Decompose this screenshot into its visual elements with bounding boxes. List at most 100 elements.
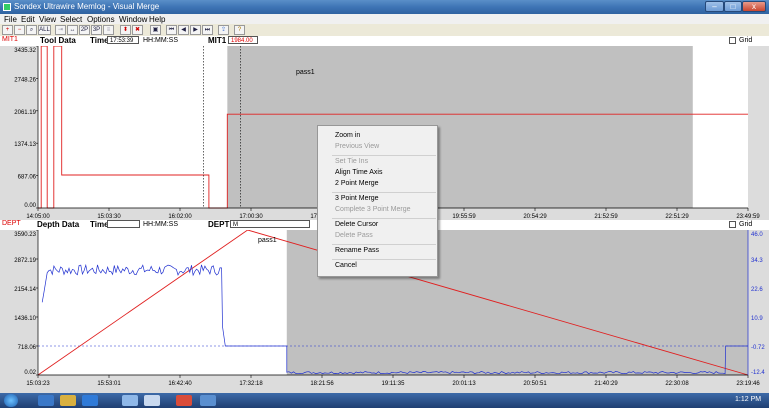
tool-x-tick-label: 19:55:59 <box>452 214 476 218</box>
tool-x-tick-label: 14:05:00 <box>26 214 50 218</box>
depth-x-tick-label: 21:40:29 <box>594 381 618 387</box>
depth-curve-unit[interactable]: M <box>230 220 310 228</box>
depth-x-tick-label: 20:50:51 <box>523 381 547 387</box>
depth-y-tick-label: 2872.19 <box>14 258 36 264</box>
tool-data-header: MIT1 Tool Data Time 17:53:39 HH:MM:SS MI… <box>0 36 769 46</box>
taskbar-window-icon[interactable] <box>144 395 160 406</box>
depth-y-tick-label: 2154.14 <box>14 287 36 293</box>
depth-y-tick-label: 0.02 <box>24 370 36 376</box>
toolbar: + − ⌕ ALL ⇥ ↔ 2P 3P ≡ ⬍ ✖ ▣ ⏮ ◀ ▶ ⏭ ⇪ ? <box>0 24 769 37</box>
prev-icon[interactable]: ◀ <box>178 25 189 35</box>
taskbar-pdf-icon[interactable] <box>176 395 192 406</box>
menu-separator <box>332 155 436 156</box>
start-button[interactable] <box>4 394 18 407</box>
two-point-button[interactable]: 2P <box>79 25 90 35</box>
close-button[interactable]: x <box>742 1 766 12</box>
tool-time-input[interactable]: 17:53:39 <box>107 36 139 44</box>
tool-x-tick-label: 16:02:00 <box>168 214 192 218</box>
tool-data-title: Tool Data <box>40 36 76 45</box>
zoom-all-button[interactable]: ALL <box>38 25 51 35</box>
depth-y2-tick-label: -0.72 <box>751 345 765 351</box>
tool-curve-label: MIT1 <box>208 36 227 45</box>
tool-pass-region <box>227 46 693 208</box>
delete-icon[interactable]: ✖ <box>132 25 143 35</box>
three-point-button[interactable]: 3P <box>91 25 102 35</box>
depth-time-format: HH:MM:SS <box>143 221 178 228</box>
depth-data-title: Depth Data <box>37 220 80 229</box>
depth-y2-tick-label: 34.3 <box>751 258 763 264</box>
align-icon[interactable]: ↔ <box>67 25 78 35</box>
tool-pass-label: pass1 <box>296 69 315 76</box>
view-icon[interactable]: ▣ <box>150 25 161 35</box>
taskbar-media-icon[interactable] <box>82 395 98 406</box>
tool-time-format: HH:MM:SS <box>143 37 178 44</box>
depth-x-tick-label: 15:03:23 <box>26 381 50 387</box>
taskbar-memlog-icon[interactable] <box>200 395 216 406</box>
depth-series-red <box>37 230 749 376</box>
menu-file[interactable]: File <box>4 15 17 24</box>
menu-options[interactable]: Options <box>87 15 115 24</box>
tool-x-tick-label: 20:54:29 <box>523 214 547 218</box>
zoom-in-icon[interactable]: + <box>2 25 13 35</box>
tool-grid-checkbox[interactable] <box>729 37 736 44</box>
menu-bar: File Edit View Select Options Window Hel… <box>0 14 769 24</box>
tool-x-tick-label: 15:03:30 <box>97 214 121 218</box>
depth-x-tick-label: 23:19:46 <box>736 381 760 387</box>
context-menu-item-2-point-merge[interactable]: 2 Point Merge <box>335 180 379 187</box>
context-menu-item-previous-view[interactable]: Previous View <box>335 143 380 150</box>
context-menu-item-complete-3-point-merge[interactable]: Complete 3 Point Merge <box>335 206 411 213</box>
depth-y2-tick-label: 10.9 <box>751 316 763 322</box>
taskbar-app-icon[interactable] <box>122 395 138 406</box>
context-menu-item-align-time-axis[interactable]: Align Time Axis <box>335 169 383 176</box>
tie-in-icon[interactable]: ⇥ <box>55 25 66 35</box>
context-menu-item-delete-cursor[interactable]: Delete Cursor <box>335 221 379 228</box>
help-icon[interactable]: ? <box>234 25 245 35</box>
pass-icon[interactable]: ⬍ <box>120 25 131 35</box>
context-menu-item-delete-pass[interactable]: Delete Pass <box>335 232 373 239</box>
app-icon <box>3 3 11 11</box>
context-menu-item-cancel[interactable]: Cancel <box>335 262 357 269</box>
context-menu-item-set-tie-ins[interactable]: Set Tie Ins <box>335 158 369 165</box>
menu-window[interactable]: Window <box>119 15 148 24</box>
depth-y-tick-label: 3590.23 <box>14 232 36 238</box>
depth-y2-tick-label: -12.4 <box>751 370 765 376</box>
menu-separator <box>332 259 436 260</box>
depth-time-input[interactable] <box>107 220 140 228</box>
menu-view[interactable]: View <box>39 15 57 24</box>
menu-edit[interactable]: Edit <box>21 15 35 24</box>
tool-y-tick-label: 1374.13 <box>14 142 36 148</box>
context-menu-item-zoom-in[interactable]: Zoom in <box>335 132 361 139</box>
depth-y-tick-label: 718.06 <box>18 345 37 351</box>
depth-x-tick-label: 20:01:13 <box>452 381 476 387</box>
zoom-select-icon[interactable]: ⌕ <box>26 25 37 35</box>
tool-axis-name: MIT1 <box>2 36 18 43</box>
taskbar-clock: 1:12 PM <box>735 396 762 403</box>
tool-y-tick-label: 2748.26 <box>14 77 36 83</box>
taskbar-ie-icon[interactable] <box>38 395 54 406</box>
merge-icon[interactable]: ⇪ <box>218 25 229 35</box>
last-icon[interactable]: ⏭ <box>202 25 213 35</box>
depth-x-tick-label: 22:30:08 <box>665 381 689 387</box>
complete-icon[interactable]: ≡ <box>103 25 114 35</box>
zoom-out-icon[interactable]: − <box>14 25 25 35</box>
context-menu-item-rename-pass[interactable]: Rename Pass <box>335 247 379 254</box>
menu-select[interactable]: Select <box>60 15 83 24</box>
minimize-button[interactable]: – <box>705 1 724 12</box>
context-menu: Zoom in Previous View Set Tie Ins Align Tim… <box>317 125 438 277</box>
context-menu-item-3-point-merge[interactable]: 3 Point Merge <box>335 195 379 202</box>
depth-axis-name: DEPT <box>2 220 21 227</box>
tool-grid-label: Grid <box>739 37 753 44</box>
maximize-button[interactable]: □ <box>724 1 742 12</box>
menu-separator <box>332 192 436 193</box>
first-icon[interactable]: ⏮ <box>166 25 177 35</box>
depth-x-tick-label: 16:42:40 <box>168 381 192 387</box>
next-icon[interactable]: ▶ <box>190 25 201 35</box>
tool-x-tick-label: 22:51:29 <box>665 214 689 218</box>
menu-help[interactable]: Help <box>149 15 166 24</box>
window-title: Sondex Ultrawire Memlog - Visual Merge <box>14 2 160 11</box>
depth-grid-checkbox[interactable] <box>729 221 736 228</box>
taskbar-explorer-icon[interactable] <box>60 395 76 406</box>
depth-series-blue <box>41 263 748 375</box>
tool-curve-value[interactable]: 1984.00 <box>228 36 258 44</box>
depth-pass-label: pass1 <box>258 237 277 244</box>
